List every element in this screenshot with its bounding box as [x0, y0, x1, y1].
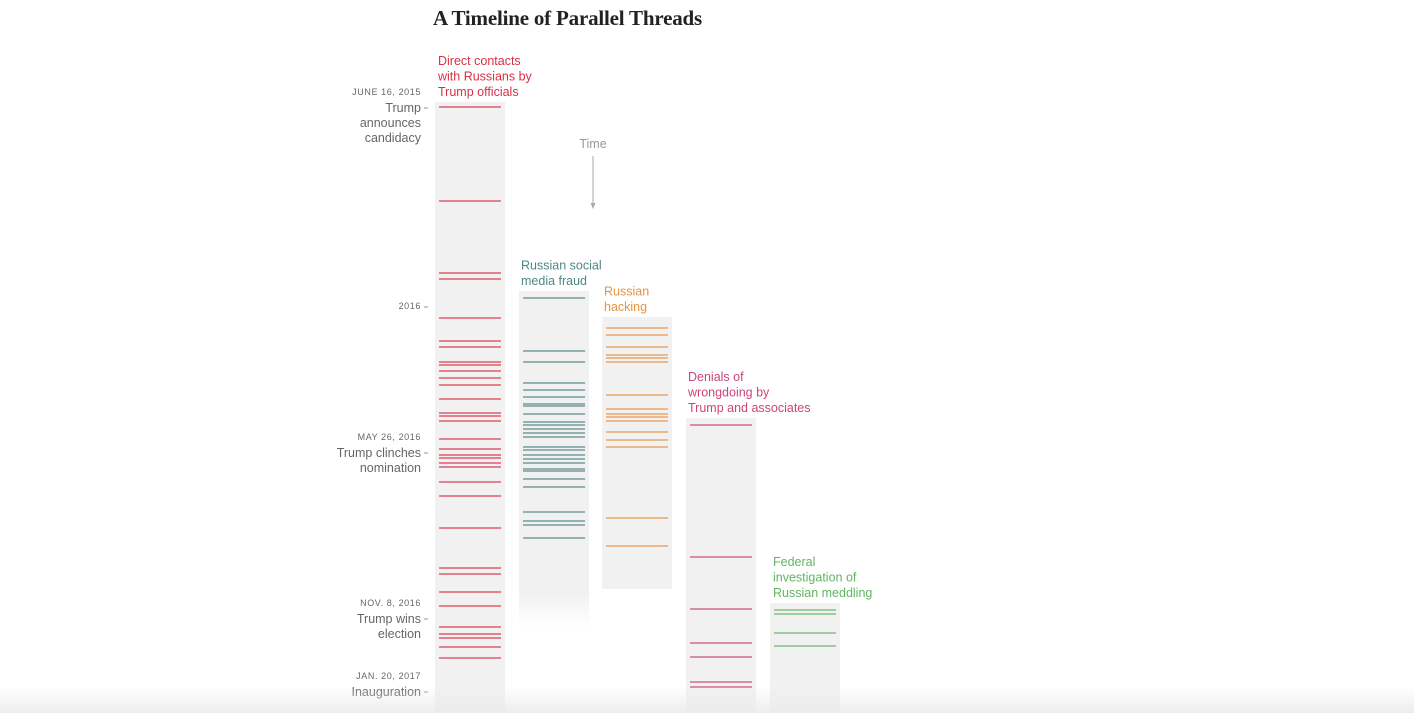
thread-column: [770, 603, 840, 713]
time-annotation: Time: [579, 137, 607, 209]
event-label: Inauguration: [351, 685, 421, 699]
date-marker: 2016: [399, 301, 421, 311]
thread-label: Russian social: [521, 259, 602, 273]
thread-label: Russian meddling: [773, 586, 872, 600]
date-marker: NOV. 8, 2016: [360, 598, 421, 608]
thread-label: Russian: [604, 285, 649, 299]
thread-label: investigation of: [773, 571, 857, 585]
thread-label: hacking: [604, 300, 647, 314]
chart-title: A Timeline of Parallel Threads: [433, 6, 702, 30]
event-label: Trump wins: [357, 612, 421, 626]
event-label: announces: [360, 116, 421, 130]
thread-column: [435, 102, 505, 713]
thread-column: [519, 291, 589, 593]
thread-label: wrongdoing by: [687, 386, 770, 400]
event-lines: [439, 106, 836, 688]
thread-columns: [435, 102, 840, 713]
thread-label: Denials of: [688, 370, 744, 384]
time-label: Time: [579, 137, 606, 151]
thread-label: Trump officials: [438, 85, 519, 99]
date-marker: JAN. 20, 2017: [356, 671, 421, 681]
event-label: election: [378, 627, 421, 641]
thread-column-fade: [519, 593, 589, 627]
thread-label: Trump and associates: [688, 401, 811, 415]
thread-label: media fraud: [521, 274, 587, 288]
event-label: nomination: [360, 461, 421, 475]
date-marker: JUNE 16, 2015: [352, 87, 421, 97]
thread-label: Federal: [773, 555, 815, 569]
thread-column: [686, 418, 756, 713]
event-label: candidacy: [365, 131, 422, 145]
event-label: Trump: [385, 101, 421, 115]
thread-label: Direct contacts: [438, 54, 521, 68]
time-arrow-head: [590, 203, 596, 209]
event-label: Trump clinches: [337, 446, 421, 460]
thread-label: with Russians by: [437, 70, 533, 84]
date-marker: MAY 26, 2016: [358, 432, 421, 442]
